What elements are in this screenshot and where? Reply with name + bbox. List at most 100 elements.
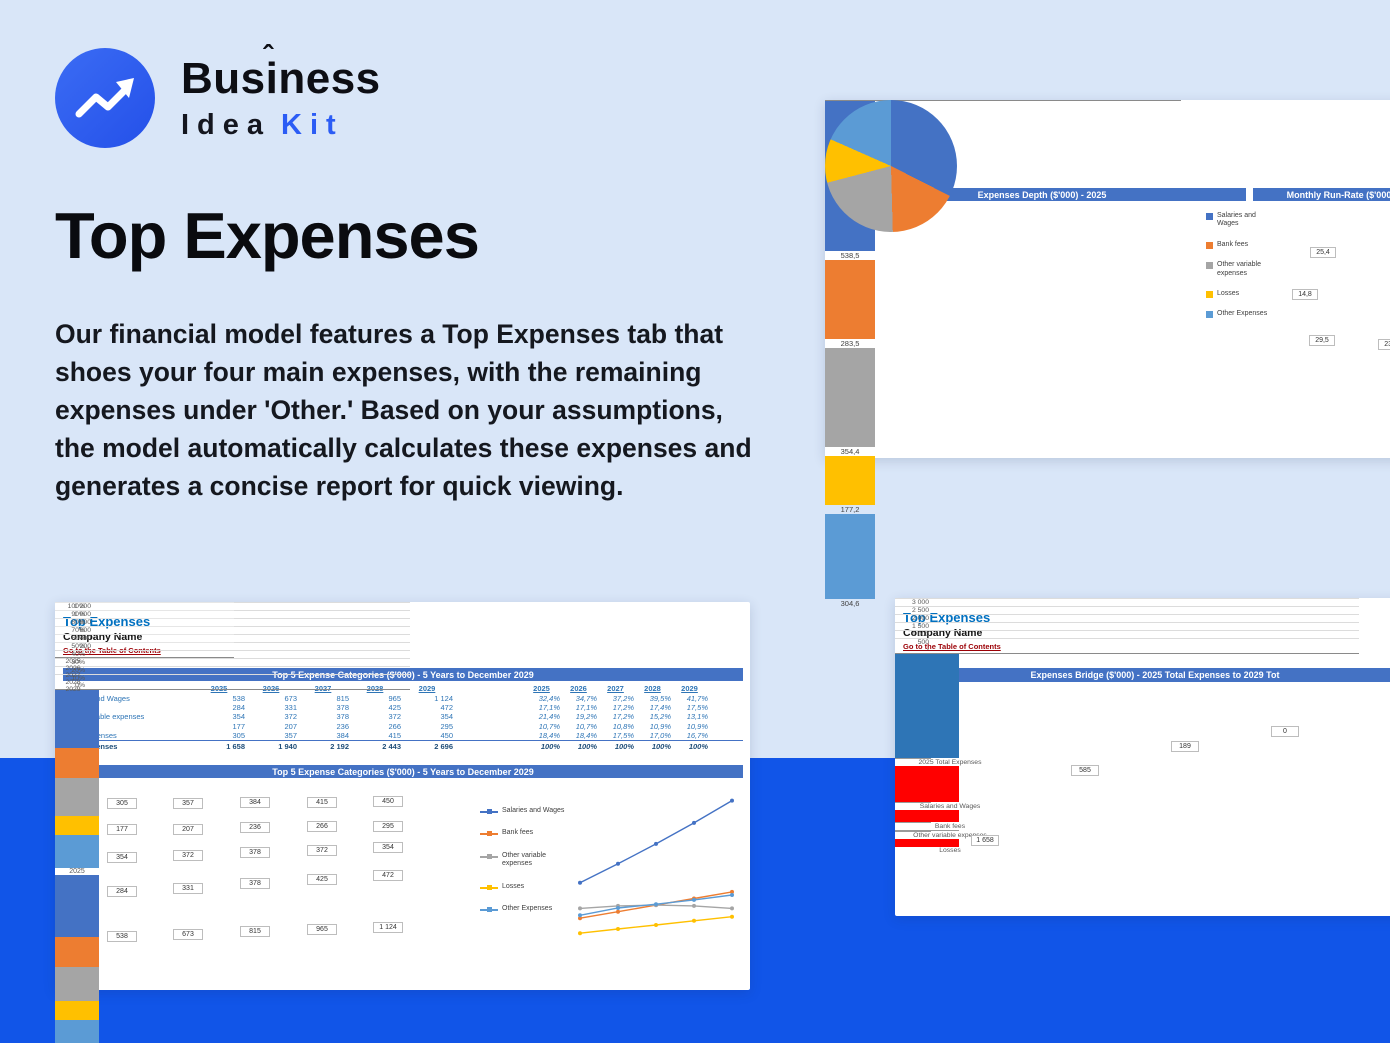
year-header: 2026 — [245, 684, 297, 693]
row-value: 538 — [232, 693, 245, 703]
line-marker — [616, 861, 620, 866]
pie-value-label: 29,5 — [1309, 335, 1335, 346]
expenses-bridge-sheet-card: Top Expenses Company Name Go to the Tabl… — [895, 598, 1390, 916]
row-value: 450 — [440, 731, 453, 741]
y-tick-label: 60% — [71, 635, 85, 642]
row-pct: 17,5% — [612, 731, 634, 741]
row-value: 284 — [232, 702, 245, 712]
waterfall-bar — [895, 839, 959, 847]
line-marker — [578, 931, 582, 936]
row-pct: 10,7% — [575, 721, 597, 731]
line-marker — [578, 880, 582, 885]
y-tick-label: 20% — [71, 667, 85, 674]
brand-word-kit: Kit — [281, 109, 344, 141]
x-tick-label: Other variable expenses — [913, 832, 987, 840]
sheet-title: Top Expenses — [63, 614, 151, 629]
row-value: 965 — [388, 693, 401, 703]
line-marker — [654, 841, 658, 846]
stacked-segment — [55, 816, 99, 836]
legend-marker-icon — [480, 809, 498, 814]
segment-label: 236 — [240, 822, 270, 834]
row-pct: 18,4% — [575, 731, 597, 741]
line-marker — [654, 923, 658, 927]
row-pct: 15,2% — [649, 712, 671, 722]
waterfall-bar — [895, 829, 959, 832]
row-pct: 32,4% — [538, 693, 560, 703]
legend-item: Losses — [1206, 290, 1269, 298]
bar-value-label: 177,2 — [840, 505, 860, 515]
year-header: 2027 — [607, 684, 624, 694]
y-tick-label: - — [88, 650, 91, 657]
legend-marker-icon — [480, 884, 498, 890]
x-tick-label: 2025 — [65, 658, 81, 665]
segment-label: 177 — [107, 823, 137, 835]
row-value: 207 — [284, 721, 297, 731]
stacked-segment — [55, 967, 99, 1002]
y-tick-label: 0% — [75, 682, 85, 689]
line-marker — [654, 902, 658, 907]
connector-line — [895, 757, 931, 759]
bar-label: 189 — [1171, 740, 1199, 752]
legend-label: Other variable expenses — [1217, 261, 1261, 277]
row-value: 472 — [440, 702, 453, 712]
sheet-title: Top Expenses — [903, 610, 991, 625]
connector-line — [895, 802, 931, 803]
legend-label: Losses — [502, 882, 525, 890]
line-marker — [692, 903, 696, 908]
legend-marker-icon — [1206, 290, 1213, 298]
row-value: 673 — [284, 693, 297, 703]
legend-item: Losses — [480, 883, 566, 891]
line-marker — [616, 927, 620, 931]
segment-label: 266 — [307, 821, 337, 833]
stacked-segment — [55, 1020, 99, 1043]
stacked-segment — [55, 936, 99, 968]
legend-marker-icon — [1206, 262, 1213, 270]
y-tick-label: 10% — [71, 675, 85, 682]
row-pct: 16,7% — [686, 731, 708, 741]
y-tick-label: 500 — [917, 639, 929, 646]
line-marker — [616, 906, 620, 910]
pie-chart-header: Monthly Run-Rate ($'000 — [1253, 188, 1390, 201]
brand-word-business: Business — [181, 54, 381, 103]
gridline — [55, 674, 410, 675]
segment-label: 207 — [173, 823, 203, 835]
connector-line — [895, 831, 931, 833]
page-description: Our financial model features a Top Expen… — [55, 319, 752, 501]
waterfall-bar — [895, 765, 959, 802]
segment-label: 378 — [240, 877, 270, 889]
depth-legend: Salaries and Wages Bank fees Other variabl… — [1206, 212, 1269, 319]
total-pct: 100% — [688, 741, 708, 751]
row-value: 236 — [336, 721, 349, 731]
x-tick-label: Losses — [939, 846, 961, 854]
legend-label: Salaries and Wages — [502, 807, 565, 814]
y-tick-label: 1 000 — [73, 611, 91, 618]
segment-label: 295 — [373, 820, 403, 832]
gridline — [895, 630, 1359, 631]
row-pct: 39,5% — [649, 693, 671, 703]
segment-label: 372 — [307, 844, 337, 856]
chart-header: Top 5 Expense Categories ($'000) - 5 Yea… — [63, 765, 743, 778]
row-pct: 17,2% — [612, 712, 634, 722]
legend-label: Bank fees — [502, 829, 534, 837]
gridline — [55, 602, 234, 603]
table-row: Other variable expenses 354 372 378 372 354 21… — [63, 712, 743, 721]
x-tick-label: 2028 — [65, 679, 81, 686]
gridline — [895, 598, 1359, 599]
x-tick-label: 2025 Total Expenses — [918, 758, 982, 766]
line-marker — [692, 918, 696, 923]
x-tick-label: Salaries and Wages — [919, 803, 981, 810]
top-expenses-sheet-card: Top Expenses Company Name Go to the Tabl… — [55, 602, 750, 1043]
x-tick-label: 2029 — [65, 686, 81, 693]
legend-item: Other variable expenses — [1206, 261, 1269, 278]
legend-label: Other variable expenses — [502, 851, 546, 868]
y-tick-label: 200 — [79, 643, 91, 650]
gridline — [895, 606, 1359, 607]
segment-label: 384 — [240, 797, 270, 809]
gridline — [55, 642, 234, 643]
segment-label: 415 — [307, 796, 337, 808]
legend-item: Bank fees — [1206, 241, 1269, 249]
legend-item: Salaries and Wages — [1206, 212, 1269, 229]
y-tick-label: - — [926, 646, 929, 653]
toc-link[interactable]: Go to the Table of Contents — [903, 642, 1001, 651]
line-marker — [730, 906, 734, 911]
